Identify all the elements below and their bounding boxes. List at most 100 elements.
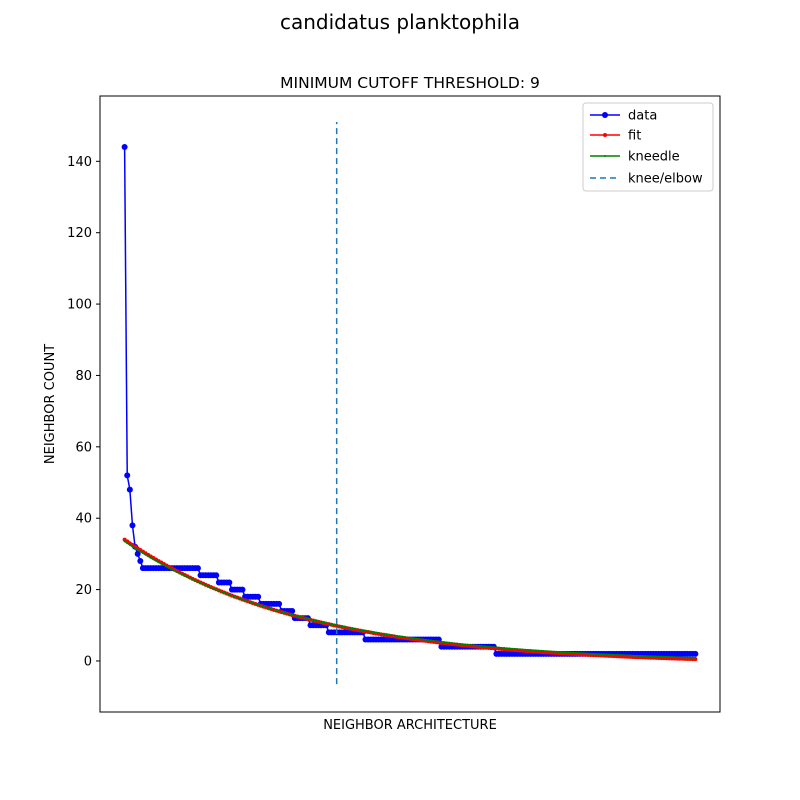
kneedle-point [594,652,597,655]
kneedle-point [422,638,425,641]
kneedle-point [406,636,409,639]
kneedle-point [592,652,595,655]
kneedle-point [505,647,508,650]
legend-data-swatch-marker [602,112,608,118]
kneedle-point [521,648,524,651]
kneedle-point [202,583,205,586]
chart-title: MINIMUM CUTOFF THRESHOLD: 9 [280,74,540,92]
kneedle-point [346,626,349,629]
kneedle-point [416,637,419,640]
kneedle-point [581,652,584,655]
kneedle-point [660,655,663,658]
legend-knee-elbow-label: knee/elbow [628,172,703,187]
kneedle-point [401,635,404,638]
kneedle-point [649,655,652,658]
y-tick-label: 60 [75,440,92,455]
kneedle-point [382,632,385,635]
kneedle-point [508,647,511,650]
kneedle-point [233,595,236,598]
kneedle-point [678,656,681,659]
axes-frame [99,95,721,713]
kneedle-point [343,625,346,628]
kneedle-point [631,654,634,657]
kneedle-point [165,565,168,568]
y-tick-label: 140 [67,155,92,170]
data-point [226,579,233,586]
data-point [129,522,136,529]
kneedle-point [484,645,487,648]
kneedle-point [210,586,213,589]
kneedle-point [432,639,435,642]
kneedle-point [299,615,302,618]
kneedle-point [579,652,582,655]
kneedle-point [662,655,665,658]
kneedle-point [191,578,194,581]
kneedle-point [244,599,247,602]
kneedle-point [246,600,249,603]
kneedle-point [558,650,561,653]
data-point [137,558,144,565]
kneedle-point [262,605,265,608]
kneedle-point [278,610,281,613]
kneedle-point [539,649,542,652]
kneedle-point [647,655,650,658]
kneedle-point [566,651,569,654]
kneedle-point [212,587,215,590]
kneedle-point [319,620,322,623]
data-point [276,600,283,607]
kneedle-point [241,598,244,601]
kneedle-point [440,640,443,643]
y-tick-label: 40 [75,512,92,527]
kneedle-point [280,611,283,613]
legend-data-label: data [628,109,657,124]
kneedle-point [686,656,689,659]
kneedle-point [351,627,354,630]
kneedle-point [283,611,286,614]
kneedle-point [411,637,414,640]
kneedle-point [309,618,312,621]
kneedle-point [665,655,668,658]
kneedle-point [668,655,671,658]
kneedle-point [573,651,576,654]
kneedle-point [285,612,288,615]
kneedle-point [230,594,233,597]
data-point [134,550,141,557]
y-tick-label: 80 [75,369,92,384]
kneedle-point [136,548,139,551]
kneedle-point [482,645,485,648]
kneedle-point [296,615,299,618]
kneedle-point [395,635,398,638]
kneedle-point [131,545,134,548]
kneedle-point [312,619,315,622]
data-point [692,650,699,657]
kneedle-point [553,650,555,653]
kneedle-point [374,631,377,634]
kneedle-point [194,579,197,582]
kneedle-point [419,638,422,641]
kneedle-point [511,647,514,650]
data-point [194,565,201,572]
kneedle-point [676,656,679,659]
kneedle-point [461,643,464,646]
kneedle-point [225,592,228,595]
kneedle-point [448,641,451,644]
legend-fit-label: fit [628,129,641,144]
kneedle-point [215,588,218,591]
kneedle-point [584,652,587,655]
kneedle-point [605,653,608,656]
kneedle-point [655,655,658,658]
kneedle-point [155,559,158,562]
kneedle-point [673,656,676,659]
kneedle-point [398,635,401,638]
kneedle-point [348,626,351,629]
kneedle-point [393,634,396,637]
kneedle-point [291,613,294,616]
kneedle-point [587,652,590,655]
kneedle-point [249,601,252,604]
kneedle-point [126,542,129,545]
kneedle-point [183,574,186,577]
kneedle-point [288,613,291,616]
kneedle-point [450,642,453,645]
kneedle-point [628,654,631,657]
